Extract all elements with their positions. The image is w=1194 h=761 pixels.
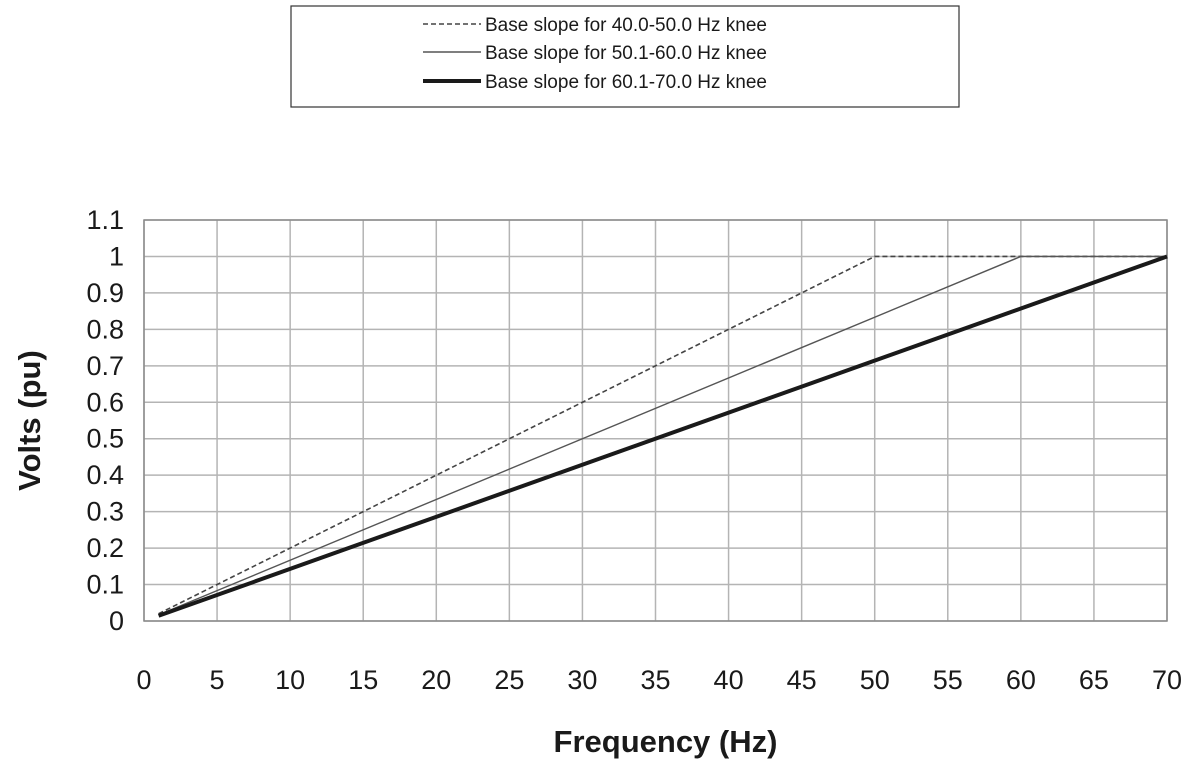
x-tick-label: 45 [787,665,817,695]
x-tick-label: 20 [421,665,451,695]
plot-area [143,219,1168,622]
x-tick-label: 5 [210,665,225,695]
y-tick-label: 0.8 [86,314,124,344]
legend-label-2: Base slope for 50.1-60.0 Hz knee [485,43,767,64]
y-tick-label: 0.7 [86,351,124,381]
x-axis-tick-labels: 0 5 10 15 20 25 30 35 40 45 50 55 60 65 70 [136,665,1182,695]
legend-label-1: Base slope for 40.0-50.0 Hz knee [485,15,767,36]
x-tick-label: 10 [275,665,305,695]
x-axis-title: Frequency (Hz) [554,724,778,759]
y-axis-title: Volts (pu) [12,350,47,491]
y-tick-label: 0.3 [86,497,124,527]
y-tick-label: 0.4 [86,460,124,490]
y-axis-tick-labels: 0 0.1 0.2 0.3 0.4 0.5 0.6 0.7 0.8 0.9 1 1.1 [86,205,124,636]
x-tick-label: 35 [640,665,670,695]
y-tick-label: 0 [109,606,124,636]
series-line-3 [157,254,1168,618]
legend: Base slope for 40.0-50.0 Hz knee Base slo… [290,5,960,108]
legend-box [290,5,960,108]
series-lines [157,254,1168,618]
x-tick-label: 0 [136,665,151,695]
y-tick-label: 1.1 [86,205,124,235]
x-tick-label: 55 [933,665,963,695]
grid [143,219,1168,622]
x-tick-label: 30 [567,665,597,695]
y-tick-label: 0.9 [86,278,124,308]
x-tick-label: 65 [1079,665,1109,695]
x-tick-label: 25 [494,665,524,695]
y-tick-label: 0.5 [86,424,124,454]
y-tick-label: 0.2 [86,533,124,563]
x-tick-label: 40 [714,665,744,695]
x-tick-label: 50 [860,665,890,695]
y-tick-label: 1 [109,241,124,271]
legend-label-3: Base slope for 60.1-70.0 Hz knee [485,72,767,93]
series-line-2 [158,255,1167,616]
y-tick-label: 0.1 [86,570,124,600]
x-tick-label: 60 [1006,665,1036,695]
x-tick-label: 70 [1152,665,1182,695]
y-tick-label: 0.6 [86,387,124,417]
x-tick-label: 15 [348,665,378,695]
